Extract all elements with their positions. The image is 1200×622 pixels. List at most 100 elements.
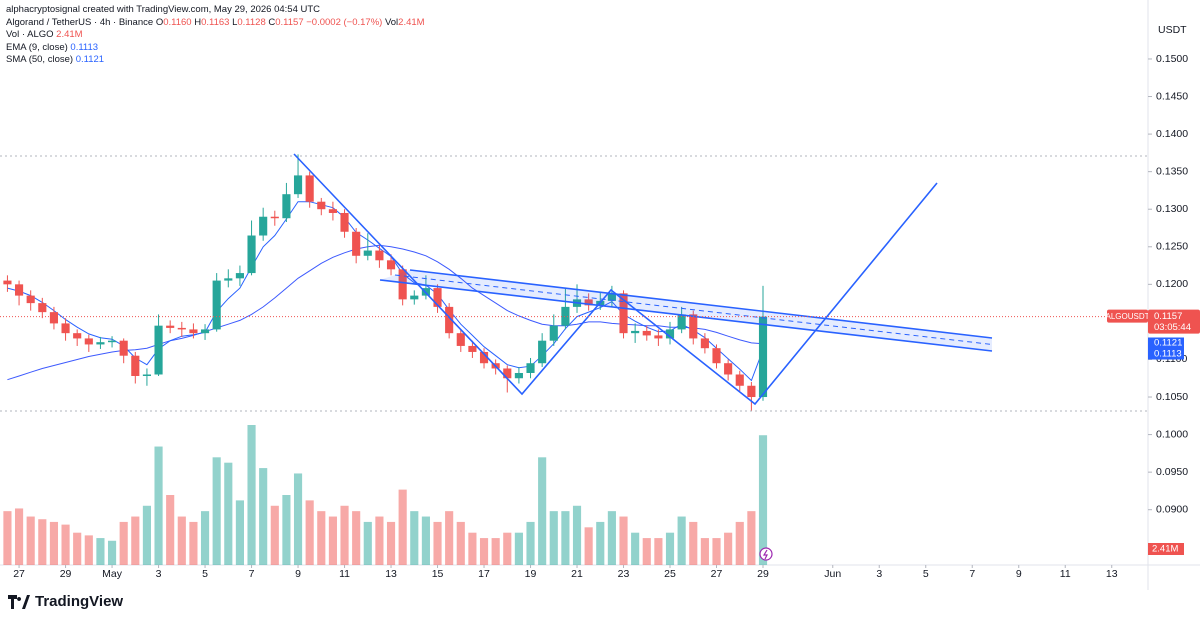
volume-bar	[200, 511, 210, 565]
attribution: alphacryptosignal created with TradingVi…	[6, 4, 321, 15]
volume-bar	[14, 508, 24, 565]
candle-body	[526, 363, 535, 373]
ohlc-key: L	[232, 16, 238, 28]
ohlc-value: 0.1163	[201, 16, 230, 28]
volume-bar	[747, 511, 756, 565]
legend: alphacryptosignal created with TradingVi…	[6, 4, 425, 67]
volume-bar	[166, 495, 175, 565]
layers: USDT0.09000.09500.10000.10500.11000.1150…	[0, 0, 1200, 590]
candle-body	[270, 216, 279, 219]
brand-logo	[8, 594, 30, 609]
volume-bar	[526, 521, 535, 565]
volume-bar	[84, 535, 93, 565]
y-tick-label: 0.1300	[1156, 203, 1188, 215]
x-tick-label: 13	[385, 568, 397, 580]
volume-bar	[619, 516, 628, 565]
candle-body	[503, 368, 512, 379]
volume-bar	[375, 516, 384, 565]
candle-body	[642, 330, 651, 336]
volume-bar	[61, 524, 70, 565]
volume-bar	[3, 511, 12, 565]
candle-body	[758, 316, 768, 398]
candle-body	[200, 329, 210, 334]
volume-bar	[712, 538, 721, 565]
volume-bar	[352, 511, 361, 565]
volume-bar	[677, 516, 686, 565]
x-tick-label: 9	[1016, 568, 1022, 580]
volume-tag	[1148, 543, 1184, 555]
volume-bar	[758, 435, 768, 565]
candle-body	[514, 372, 523, 379]
y-tick-label: 0.1250	[1156, 241, 1188, 253]
candle-body	[328, 209, 337, 213]
channel-lower	[379, 279, 993, 352]
x-tick-label: 25	[664, 568, 676, 580]
volume-bar	[259, 468, 268, 565]
y-tick-label: 0.1000	[1156, 428, 1188, 440]
price-tag-text: 0.1157	[1154, 311, 1182, 322]
candle-body	[177, 327, 186, 330]
x-tick-label: 29	[60, 568, 72, 580]
candle-body	[352, 231, 361, 256]
volume-bar	[433, 521, 442, 565]
y-tick-label: 0.0900	[1156, 503, 1188, 515]
volume-bar	[421, 516, 430, 565]
candle-body	[224, 278, 233, 281]
volume-bar	[665, 532, 675, 565]
candle-body	[107, 340, 117, 343]
symbol-tag-text: ALGOUSDT	[1105, 312, 1149, 321]
volume-bar	[445, 511, 454, 565]
candle-body	[631, 330, 640, 334]
candle-body	[131, 355, 140, 376]
candle-body	[747, 385, 756, 398]
candle-body	[340, 212, 349, 232]
ohlc-value: 0.1157	[275, 16, 304, 28]
volume-bar	[96, 538, 105, 565]
x-tick-label: 7	[249, 568, 255, 580]
y-tick-label: 0.1200	[1156, 278, 1188, 290]
symbol: Algorand / TetherUS · 4h · Binance	[6, 16, 154, 28]
channel-mid	[394, 274, 993, 345]
candle-body	[235, 273, 244, 279]
x-tick-label: May	[102, 568, 123, 580]
volume-bar	[654, 538, 663, 565]
ohlc: O0.1160 H0.1163 L0.1128 C0.1157	[156, 17, 306, 28]
candle-body	[561, 306, 570, 326]
volume-bar	[119, 521, 128, 565]
candle-body	[479, 351, 489, 364]
candle-body	[584, 299, 593, 306]
volume-bar	[73, 532, 82, 565]
volume-bar	[572, 505, 582, 565]
volume-bar	[49, 521, 59, 565]
candle-body	[456, 333, 465, 346]
candle-body	[386, 260, 396, 270]
candle-body	[677, 314, 686, 330]
volume-bar	[154, 446, 163, 565]
volume-bar	[247, 425, 256, 565]
candle-body	[212, 280, 221, 330]
indicator: Vol · ALGO 2.41M	[6, 29, 425, 42]
volume-bar	[735, 521, 744, 565]
chart: USDT0.09000.09500.10000.10500.11000.1150…	[0, 0, 1200, 590]
y-tick-label: 0.1450	[1156, 90, 1188, 102]
channel-fill	[380, 270, 992, 351]
brand-name: TradingView	[35, 593, 124, 610]
sma-line	[7, 244, 764, 381]
candle-body	[410, 295, 419, 300]
indicator-name: EMA (9, close)	[6, 41, 68, 53]
ohlc-key: C	[268, 16, 276, 28]
x-tick-label: 27	[711, 568, 723, 580]
x-tick-label: 11	[339, 568, 350, 580]
candle-body	[26, 295, 35, 304]
x-tick-label: 29	[757, 568, 769, 580]
indicator-value: 0.1113	[70, 41, 99, 53]
candle-body	[259, 216, 268, 236]
volume-bar	[491, 538, 500, 565]
candle-body	[3, 280, 12, 285]
candle-body	[433, 288, 442, 307]
volume-bar	[189, 521, 198, 565]
candle-body	[363, 250, 372, 256]
x-tick-label: 5	[202, 568, 208, 580]
volume-bar	[293, 473, 303, 565]
